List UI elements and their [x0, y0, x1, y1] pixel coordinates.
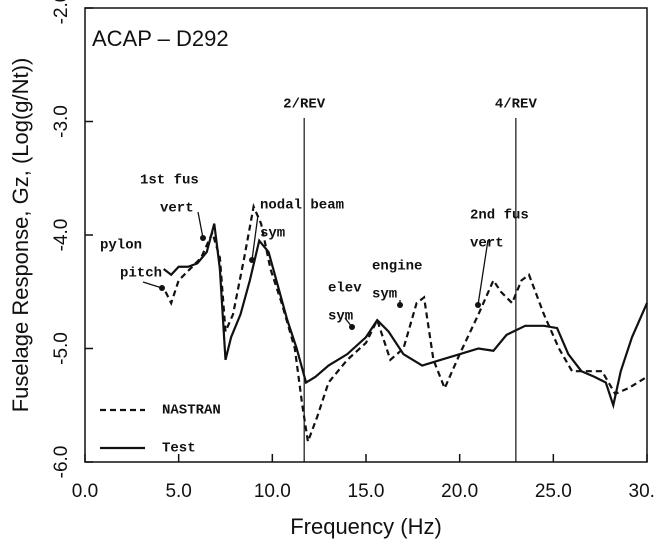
x-tick-label: 15.0	[348, 481, 385, 502]
annotation-dot	[159, 285, 165, 291]
series-line	[164, 202, 648, 446]
annotation: pylon	[100, 238, 142, 254]
annotation-arrow	[142, 281, 163, 289]
plot-frame	[84, 7, 648, 463]
y-axis-label: Fuselage Response, Gz, (Log(g/Nt))	[8, 58, 33, 413]
x-tick-label: 5.0	[165, 481, 191, 502]
chart-title: ACAP – D292	[92, 26, 229, 51]
x-tick-label: 25.0	[535, 481, 572, 502]
reference-label: 2/REV	[283, 97, 326, 113]
reference-label: 4/REV	[495, 97, 538, 113]
annotation-arrow	[197, 211, 204, 239]
x-axis-label: Frequency (Hz)	[290, 514, 442, 539]
y-tick-label: -3.0	[51, 105, 72, 138]
x-tick-label: 20.0	[441, 481, 478, 502]
annotation-dot	[200, 235, 206, 241]
legend-label: Test	[162, 441, 196, 457]
x-tick-label: 30.0	[629, 481, 655, 502]
annotation: 2nd fus	[470, 208, 529, 224]
legend-label: NASTRAN	[162, 403, 221, 419]
annotation-arrow	[251, 214, 259, 261]
annotation: 1st fus	[140, 173, 199, 189]
annotation: elev	[328, 281, 362, 297]
x-tick-label: 0.0	[72, 481, 98, 502]
annotation: vert	[160, 201, 194, 217]
y-tick-label: -2.0	[51, 0, 72, 24]
annotation: sym	[328, 309, 353, 325]
annotation-dot	[249, 257, 255, 263]
y-tick-label: -5.0	[51, 332, 72, 365]
annotation: engine	[372, 259, 422, 275]
annotation: sym	[372, 287, 397, 303]
annotation: nodal beam	[260, 198, 344, 214]
annotation-arrow	[477, 239, 489, 306]
series-line	[163, 223, 649, 410]
annotation-dot	[475, 302, 481, 308]
y-tick-label: -4.0	[51, 219, 72, 252]
annotation: pitch	[120, 266, 162, 282]
y-tick-label: -6.0	[51, 446, 72, 479]
x-tick-label: 10.0	[254, 481, 291, 502]
annotation-dot	[349, 324, 355, 330]
annotation: sym	[260, 226, 285, 242]
annotation-dot	[397, 302, 403, 308]
